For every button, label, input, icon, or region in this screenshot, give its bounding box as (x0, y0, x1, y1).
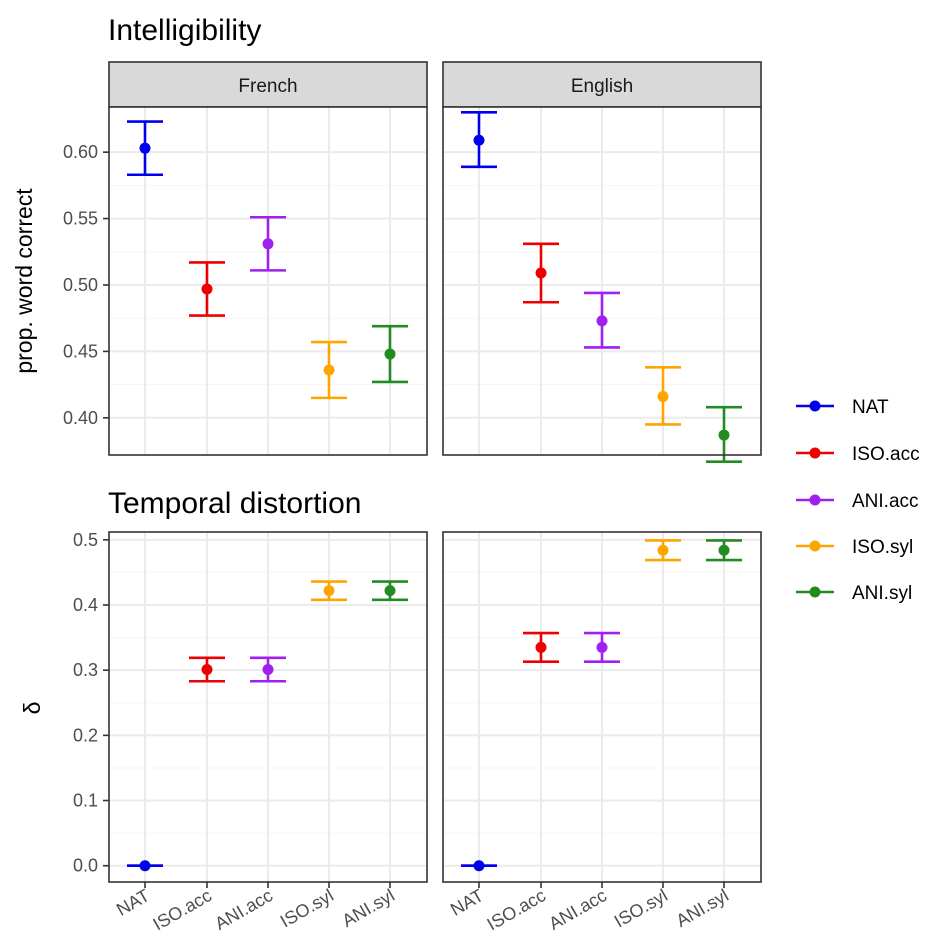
y-tick-label: 0.3 (73, 660, 98, 680)
legend-label-ani-acc: ANI.acc (852, 491, 919, 512)
point-iso-syl (657, 391, 669, 403)
x-tick-label-ani-acc: ANI.acc (211, 885, 276, 934)
y-tick-label: 0.60 (63, 142, 98, 162)
x-tick-label-ani-acc: ANI.acc (545, 885, 610, 934)
chart-title-intelligibility: Intelligibility (108, 14, 261, 47)
legend-label-iso-acc: ISO.acc (852, 444, 920, 465)
y-tick-label: 0.0 (73, 856, 98, 876)
strip-label-english: English (571, 76, 633, 97)
y-axis-label-temporal: δ (19, 702, 45, 715)
point-nat (473, 134, 485, 146)
point-iso-acc (201, 664, 213, 676)
x-tick-label-iso-acc: ISO.acc (484, 885, 549, 934)
x-tick-label-iso-syl: ISO.syl (277, 885, 337, 931)
legend-dot-iso-syl (809, 540, 821, 552)
point-nat (139, 860, 151, 872)
legend-label-ani-syl: ANI.syl (852, 583, 912, 604)
point-iso-acc (535, 267, 547, 279)
legend-dot-nat (809, 400, 821, 412)
y-tick-label: 0.45 (63, 341, 98, 361)
point-ani-syl (718, 429, 730, 441)
x-tick-label-nat: NAT (113, 885, 153, 920)
chart-title-temporal-distortion: Temporal distortion (108, 487, 361, 520)
y-tick-label: 0.2 (73, 725, 98, 745)
point-ani-syl (384, 585, 396, 597)
point-iso-syl (323, 364, 335, 376)
point-ani-acc (262, 664, 274, 676)
strip-label-french: French (238, 76, 297, 97)
strip-french (108, 61, 428, 108)
point-ani-acc (596, 641, 608, 653)
x-tick-label-ani-syl: ANI.syl (339, 885, 398, 931)
panel-intelligibility-french: 0.40 0.45 0.50 0.55 0.60 (63, 106, 428, 456)
y-tick-label: 0.1 (73, 791, 98, 811)
x-tick-label-iso-acc: ISO.acc (150, 885, 215, 934)
point-nat (473, 860, 485, 872)
point-iso-syl (323, 585, 335, 597)
panel-intelligibility-english (442, 106, 762, 463)
panel-border (442, 106, 762, 456)
panel-border (108, 106, 428, 456)
legend-dot-iso-acc (809, 447, 821, 459)
point-ani-acc (262, 238, 274, 250)
x-tick-label-iso-syl: ISO.syl (611, 885, 671, 931)
y-tick-label: 0.55 (63, 209, 98, 229)
y-axis-label-intelligibility: prop. word correct (11, 188, 37, 374)
point-ani-acc (596, 315, 608, 327)
y-tick-label: 0.4 (73, 595, 98, 615)
strip-english (442, 61, 762, 108)
y-tick-label: 0.5 (73, 530, 98, 550)
point-nat (139, 142, 151, 154)
y-tick-label: 0.40 (63, 408, 98, 428)
legend-label-nat: NAT (852, 397, 889, 418)
y-tick-label: 0.50 (63, 275, 98, 295)
point-iso-acc (535, 641, 547, 653)
point-ani-syl (384, 348, 396, 360)
point-iso-syl (657, 544, 669, 556)
x-tick-label-ani-syl: ANI.syl (673, 885, 732, 931)
point-iso-acc (201, 283, 213, 295)
legend-dot-ani-syl (809, 586, 821, 598)
plot-layer: 0.40 0.45 0.50 0.55 0.60 0.0 0.1 0.2 0.3 0.4 0.5 NA… (63, 106, 762, 934)
legend: NAT ISO.acc ANI.acc ISO.syl ANI.syl (796, 397, 920, 604)
legend-dot-ani-acc (809, 494, 821, 506)
legend-label-iso-syl: ISO.syl (852, 537, 913, 558)
x-tick-label-nat: NAT (447, 885, 487, 920)
point-ani-syl (718, 544, 730, 556)
